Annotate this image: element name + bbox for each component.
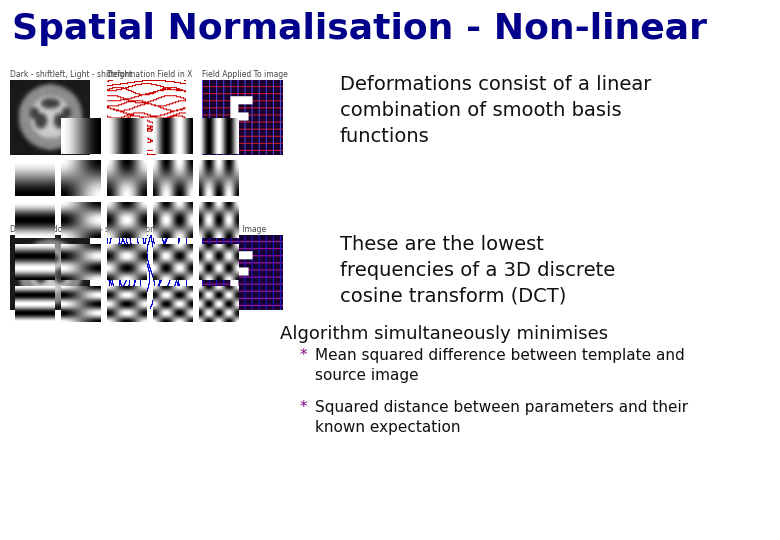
Text: Dark - shiftleft, Light - shiftright: Dark - shiftleft, Light - shiftright	[10, 70, 133, 79]
Text: Mean squared difference between template and
source image: Mean squared difference between template…	[315, 348, 685, 383]
Text: Deformed Image: Deformed Image	[202, 225, 266, 234]
Text: Field Applied To image: Field Applied To image	[202, 70, 288, 79]
Text: Squared distance between parameters and their
known expectation: Squared distance between parameters and …	[315, 400, 688, 435]
Text: *: *	[300, 348, 307, 363]
Text: Deformation Field in Y: Deformation Field in Y	[107, 225, 192, 234]
Text: Dark - shiftdown, Light - shiftup: Dark - shiftdown, Light - shiftup	[10, 225, 132, 234]
Text: Deformations consist of a linear
combination of smooth basis
functions: Deformations consist of a linear combina…	[340, 75, 651, 145]
Text: Algorithm simultaneously minimises: Algorithm simultaneously minimises	[280, 325, 608, 343]
Text: Deformation Field in X: Deformation Field in X	[107, 70, 193, 79]
Text: Spatial Normalisation - Non-linear: Spatial Normalisation - Non-linear	[12, 12, 707, 46]
Text: These are the lowest
frequencies of a 3D discrete
cosine transform (DCT): These are the lowest frequencies of a 3D…	[340, 235, 615, 306]
Text: *: *	[300, 400, 307, 415]
